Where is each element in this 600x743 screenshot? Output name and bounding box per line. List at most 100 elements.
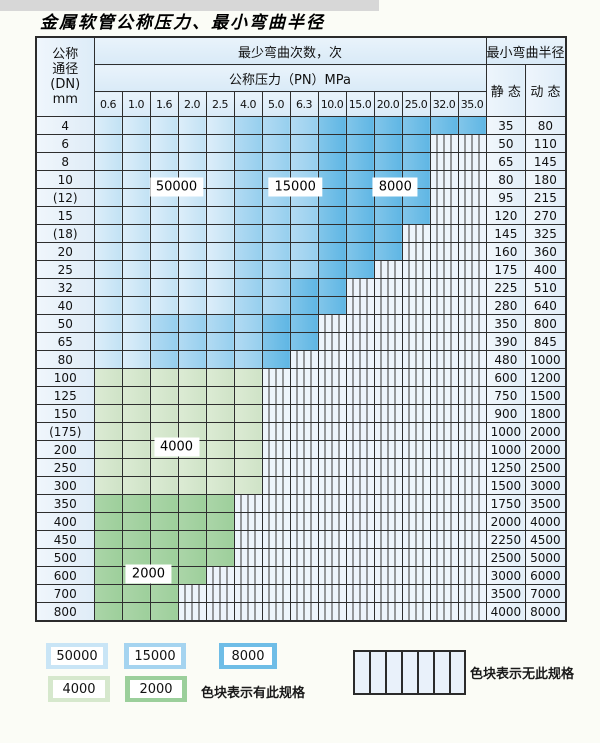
table-row: 450 2250 4500: [35, 530, 567, 549]
cycle-cell: [149, 548, 179, 567]
cycle-cell: [401, 440, 431, 459]
cycle-cell: [373, 386, 403, 405]
static-radius-cell: 1750: [485, 494, 527, 513]
cycle-cell: [429, 116, 459, 135]
static-radius-cell: 225: [485, 278, 527, 297]
cycle-cell: [429, 134, 459, 153]
pressure-tick: 0.6: [93, 91, 123, 117]
cycle-cell: [177, 584, 207, 603]
cycle-cell: [345, 602, 375, 622]
cycle-cell: [205, 494, 235, 513]
cycle-cell: [205, 350, 235, 369]
cycle-cell: [401, 260, 431, 279]
dn-header-line: 通径: [52, 62, 79, 77]
table-row: 20 160 360: [35, 242, 567, 261]
dynamic-radius-cell: 2000: [525, 422, 567, 441]
cycle-cell: [149, 476, 179, 495]
table-row: 150 900 1800: [35, 404, 567, 423]
cycle-cell: [373, 368, 403, 387]
cycle-cell: [317, 188, 347, 207]
cycle-cell: [233, 458, 263, 477]
table-row: 500 2500 5000: [35, 548, 567, 567]
cycle-cell: [317, 602, 347, 622]
table-row: (18) 145 325: [35, 224, 567, 243]
cycle-cell: [345, 242, 375, 261]
dn-cell: 600: [35, 566, 95, 585]
dn-cell: 15: [35, 206, 95, 225]
static-radius-cell: 4000: [485, 602, 527, 622]
cycle-cell: [233, 512, 263, 531]
cycle-cell: [289, 512, 319, 531]
cycle-cell: [289, 386, 319, 405]
cycle-cell: [261, 386, 291, 405]
pressure-tick: 32.0: [429, 91, 459, 117]
pressure-tick: 20.0: [373, 91, 403, 117]
cycle-cell: [93, 350, 123, 369]
cycle-cell: [373, 404, 403, 423]
cycle-cell: [261, 584, 291, 603]
cycle-cell: [93, 422, 123, 441]
cycle-cell: [177, 152, 207, 171]
cycle-cell: [121, 584, 151, 603]
cycle-cell: [345, 494, 375, 513]
cycle-cell: [317, 404, 347, 423]
dynamic-radius-cell: 110: [525, 134, 567, 153]
cycle-cell: [429, 170, 459, 189]
cycle-cell: [261, 314, 291, 333]
cycle-cell: [205, 116, 235, 135]
cycle-cell: [233, 584, 263, 603]
cycle-cell: [93, 152, 123, 171]
cycle-cell: [261, 170, 291, 189]
cycle-cell: [93, 188, 123, 207]
table-row: 100 600 1200: [35, 368, 567, 387]
cycle-cell: [429, 350, 459, 369]
cycle-cell: [205, 152, 235, 171]
cycle-cell: [261, 530, 291, 549]
dynamic-radius-cell: 1800: [525, 404, 567, 423]
legend-swatch: 50000: [46, 643, 108, 669]
cycle-cell: [457, 368, 487, 387]
static-radius-cell: 2500: [485, 548, 527, 567]
cycle-cell: [429, 404, 459, 423]
cycle-cell: [345, 458, 375, 477]
cycle-cell: [317, 422, 347, 441]
cycle-cell: [205, 170, 235, 189]
dynamic-header: 动 态: [525, 64, 567, 117]
cycle-cell: [457, 260, 487, 279]
cycle-cell: [205, 296, 235, 315]
cycle-cell: [149, 404, 179, 423]
cycle-cell: [429, 296, 459, 315]
cycle-cell: [373, 278, 403, 297]
cycle-cell: [121, 152, 151, 171]
cycle-cell: [177, 476, 207, 495]
dn-cell: 450: [35, 530, 95, 549]
cycle-cell: [289, 476, 319, 495]
dn-cell: 125: [35, 386, 95, 405]
table-row: 32 225 510: [35, 278, 567, 297]
cycle-cell: [149, 386, 179, 405]
cycle-cell: [261, 152, 291, 171]
cycle-cell: [177, 602, 207, 622]
dynamic-radius-cell: 1500: [525, 386, 567, 405]
dn-cell: 65: [35, 332, 95, 351]
cycle-cell: [121, 332, 151, 351]
cycle-cell: [457, 134, 487, 153]
cycle-cell: [457, 170, 487, 189]
cycle-cell: [401, 386, 431, 405]
cycle-cell: [317, 476, 347, 495]
dn-header-line: mm: [52, 92, 78, 107]
static-radius-cell: 280: [485, 296, 527, 315]
cycle-cell: [429, 278, 459, 297]
cycle-cell: [317, 530, 347, 549]
cycle-cell: [121, 404, 151, 423]
dn-cell: 400: [35, 512, 95, 531]
table-row: 15 120 270: [35, 206, 567, 225]
cycle-cell: [289, 458, 319, 477]
cycle-cell: [149, 368, 179, 387]
cycle-cell: [373, 440, 403, 459]
cycle-cell: [401, 368, 431, 387]
cycle-cell: [233, 116, 263, 135]
cycle-cell: [177, 530, 207, 549]
cycle-cell: [177, 224, 207, 243]
cycle-cell: [177, 116, 207, 135]
